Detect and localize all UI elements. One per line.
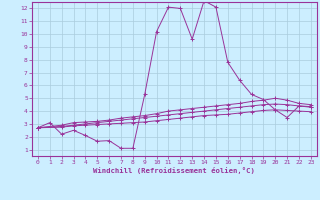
X-axis label: Windchill (Refroidissement éolien,°C): Windchill (Refroidissement éolien,°C) bbox=[93, 167, 255, 174]
